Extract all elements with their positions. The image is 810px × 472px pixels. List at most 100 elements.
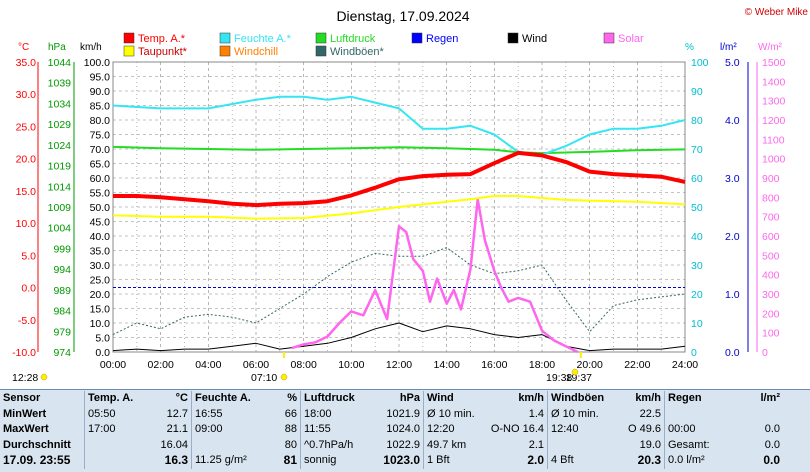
pressure-unit-label: hPa	[48, 42, 66, 53]
current-pressure: 1023.0	[383, 453, 420, 468]
series-line-luftdruck	[112, 145, 686, 155]
humidity-time: 09:00	[191, 422, 268, 438]
temp-time: 17:00	[84, 422, 151, 438]
x-tick-label: 20:00	[577, 359, 603, 371]
rain-time: 00:00	[664, 422, 733, 438]
humidity-tick-label: 30	[691, 260, 703, 272]
stats-header-row: Sensor Temp. A. °C Feuchte A. % Luftdruc…	[0, 391, 783, 407]
header-pressure: Luftdruck	[300, 391, 379, 407]
humidity-time: 16:55	[191, 406, 268, 423]
absolute-humidity: 11.25 g/m²	[191, 453, 268, 469]
legend-label: Windchill	[234, 46, 278, 58]
header-temp: Temp. A.	[84, 391, 151, 407]
legend-label: Solar	[618, 33, 644, 45]
header-wind: Wind	[423, 391, 486, 407]
stats-row-max: MaxWert 17:00 21.1 09:00 88 11:55 1024.0…	[0, 422, 783, 438]
temp-unit-label: °C	[18, 42, 29, 53]
pressure-tick-label: 1034	[48, 98, 72, 110]
row-label: MinWert	[3, 407, 47, 420]
pressure-tick-label: 979	[53, 326, 71, 338]
x-tick-label: 02:00	[148, 359, 174, 371]
humidity-tick-label: 20	[691, 289, 703, 301]
rain-tick-label: 5.0	[725, 57, 740, 69]
solar-tick-label: 1500	[762, 57, 786, 69]
series-line-wind	[112, 322, 686, 352]
statistics-table: Sensor Temp. A. °C Feuchte A. % Luftdruc…	[0, 391, 783, 469]
rain-tick-label: 4.0	[725, 115, 740, 127]
speed-tick-label: 15.0	[90, 304, 111, 316]
humidity-tick-label: 50	[691, 202, 703, 214]
gust-time	[547, 437, 610, 454]
axis-ticks: 35.0 30.0 25.0 20.0 15.0 10.0 5.0 0.0 -5.0 -10.0 1…	[12, 57, 785, 371]
chart-title: Dienstag, 17.09.2024	[336, 8, 469, 24]
row-label: MaxWert	[3, 423, 49, 436]
speed-tick-label: 70.0	[90, 144, 111, 156]
solar-tick-label: 700	[762, 212, 780, 224]
gust-value: O 49.6	[627, 423, 661, 436]
series-line-feuchte-a	[112, 95, 686, 156]
speed-tick-label: 75.0	[90, 130, 111, 142]
stats-row-current: 17.09. 23:55 16.3 11.25 g/m² 81 sonnig 1…	[0, 453, 783, 469]
temp-time	[84, 453, 151, 469]
x-tick-label: 12:00	[386, 359, 412, 371]
pressure-value: 1021.9	[386, 407, 420, 420]
wind-value: 1.4	[528, 407, 544, 420]
x-tick-label: 14:00	[434, 359, 460, 371]
legend-swatch	[315, 32, 327, 44]
current-rain: 0.0	[763, 453, 780, 468]
pressure-tick-label: 994	[53, 264, 71, 276]
speed-tick-label: 40.0	[90, 231, 111, 243]
wind-time: Ø 10 min.	[423, 406, 486, 423]
sun-dot	[40, 373, 48, 381]
solar-tick-label: 600	[762, 231, 780, 243]
legend-label: Taupunkt*	[138, 46, 188, 58]
legend-swatch	[123, 45, 135, 57]
series-line-solar	[291, 198, 579, 354]
gust-beaufort: 4 Bft	[547, 453, 610, 469]
temp-tick-label: 30.0	[16, 89, 37, 101]
humidity-tick-label: 40	[691, 231, 703, 243]
pressure-tick-label: 999	[53, 243, 71, 255]
speed-tick-label: 55.0	[90, 188, 111, 200]
pressure-tick-label: 989	[53, 285, 71, 297]
wind-beaufort: 1 Bft	[423, 453, 486, 469]
speed-unit-label: km/h	[80, 42, 102, 53]
legend-label: Regen	[426, 33, 458, 45]
stats-row-min: MinWert 05:50 12.7 16:55 66 18:00 1021.9…	[0, 406, 783, 423]
humidity-value: 80	[284, 438, 297, 451]
speed-tick-label: 90.0	[90, 86, 111, 98]
solar-unit-label: W/m²	[758, 42, 783, 53]
pressure-tick-label: 1024	[48, 140, 72, 152]
solar-tick-label: 0	[762, 347, 768, 359]
rain-unit-label: l/m²	[720, 42, 737, 53]
humidity-tick-label: 10	[691, 318, 703, 330]
legend-swatch	[603, 32, 615, 44]
pressure-trend: ^0.7hPa/h	[300, 437, 379, 454]
legend-swatch	[123, 32, 135, 44]
speed-tick-label: 95.0	[90, 72, 111, 84]
x-tick-label: 22:00	[624, 359, 650, 371]
speed-tick-label: 45.0	[90, 217, 111, 229]
x-tick-label: 10:00	[338, 359, 364, 371]
gust-time: Ø 10 min.	[547, 406, 610, 423]
current-temp: 16.3	[164, 453, 188, 468]
pressure-value: 1024.0	[386, 423, 420, 436]
pressure-time: 18:00	[300, 406, 379, 423]
speed-tick-label: 30.0	[90, 260, 111, 272]
legend-label: Luftdruck	[330, 33, 376, 45]
rain-tick-label: 0.0	[725, 347, 740, 359]
legend-swatch	[219, 32, 231, 44]
pressure-tick-label: 1009	[48, 202, 72, 214]
speed-tick-label: 20.0	[90, 289, 111, 301]
rain-value	[733, 407, 783, 423]
temp-value: 21.1	[166, 423, 188, 436]
stats-row-average: Durchschnitt 16.04 80 ^0.7hPa/h 1022.9 4…	[0, 437, 783, 454]
current-timestamp: 17.09. 23:55	[3, 453, 71, 468]
solar-tick-label: 1300	[762, 96, 786, 108]
humidity-tick-label: 100	[691, 57, 709, 69]
solar-tick-label: 300	[762, 289, 780, 301]
solar-tick-label: 100	[762, 328, 780, 340]
pressure-tick-label: 1044	[48, 57, 72, 69]
gust-time: 12:40	[547, 422, 610, 438]
plot-area	[112, 95, 686, 354]
